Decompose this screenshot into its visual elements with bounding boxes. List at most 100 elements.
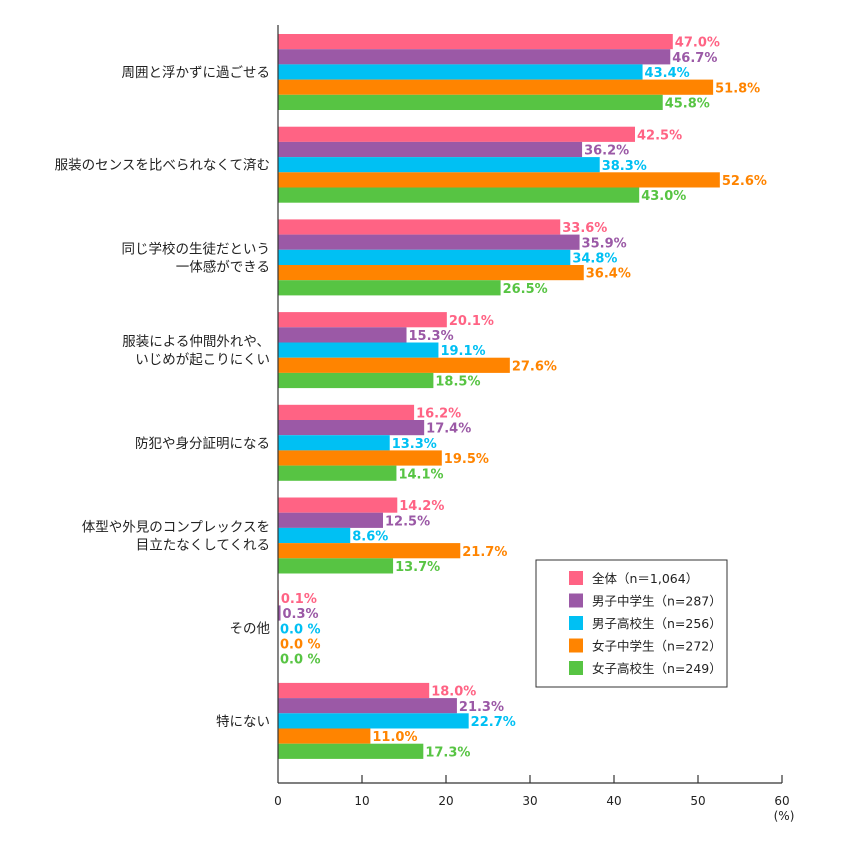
category-label: 一体感ができる — [176, 258, 270, 275]
legend-label: 男子中学生（n=287） — [592, 594, 722, 609]
bar — [278, 372, 434, 389]
value-label: 0.1% — [281, 592, 317, 607]
value-label: 14.2% — [399, 499, 444, 514]
value-label: 0.0 % — [280, 622, 321, 637]
value-label: 11.0% — [372, 730, 417, 745]
legend-swatch — [569, 638, 583, 653]
value-label: 43.4% — [645, 66, 690, 81]
bar — [278, 34, 673, 50]
x-tick-label: 50 — [690, 794, 705, 808]
bar — [278, 249, 571, 265]
category-label: その他 — [230, 621, 271, 637]
category-label: 服装のセンスを比べられなくて済む — [55, 158, 270, 174]
legend-swatch — [569, 616, 583, 630]
value-label: 22.7% — [471, 715, 516, 730]
legend-label: 全体（n＝1,064） — [592, 571, 698, 586]
value-label: 0.0 % — [280, 653, 321, 668]
category-label: いじめが起こりにくい — [135, 352, 270, 368]
legend-swatch — [569, 571, 583, 585]
value-label: 18.0% — [431, 685, 476, 700]
category-label: 防犯や身分証明になる — [135, 436, 270, 452]
bar — [278, 79, 714, 95]
x-tick-label: 20 — [438, 794, 453, 808]
bar — [278, 234, 580, 250]
bar — [278, 141, 583, 158]
x-tick-label: 40 — [606, 794, 621, 808]
value-label: 20.1% — [449, 314, 494, 329]
value-label: 33.6% — [562, 221, 607, 236]
value-label: 16.2% — [416, 407, 461, 422]
legend-label: 女子高校生（n=249） — [592, 661, 722, 676]
bar — [278, 558, 394, 574]
legend-swatch — [569, 661, 583, 675]
bar — [278, 280, 501, 296]
bar — [278, 713, 469, 729]
value-label: 17.3% — [425, 745, 470, 760]
category-label: 同じ学校の生徒だという — [122, 240, 271, 257]
value-label: 52.6% — [722, 174, 767, 189]
value-label: 0.3% — [283, 607, 319, 622]
bar — [278, 327, 407, 343]
bar — [278, 157, 600, 173]
bar — [278, 512, 383, 528]
value-label: 19.1% — [440, 344, 485, 359]
category-label: 周囲と浮かずに過ごせる — [122, 65, 271, 81]
bar — [278, 94, 663, 110]
bar — [278, 342, 439, 358]
bar — [278, 543, 461, 559]
bar — [278, 497, 398, 513]
value-label: 13.7% — [395, 560, 440, 575]
value-label: 27.6% — [512, 359, 557, 374]
value-label: 21.3% — [459, 700, 504, 715]
value-labels-layer: 47.0%46.7%43.4% 51.8% 45.8% 42.5% 36.2%38.3%… — [280, 36, 767, 761]
legend-box — [535, 559, 728, 688]
bar — [278, 312, 447, 328]
category-label: 体型や外見のコンプレックスを — [82, 520, 270, 536]
value-label: 19.5% — [444, 452, 489, 467]
bar — [278, 728, 371, 744]
value-label: 15.3% — [409, 329, 454, 344]
bar — [278, 219, 561, 235]
bar — [278, 404, 415, 420]
value-label: 12.5% — [385, 514, 430, 529]
x-tick-label: 0 — [274, 794, 282, 808]
category-label: 目立たなくしてくれる — [136, 538, 270, 554]
bar — [278, 435, 390, 451]
bar — [278, 743, 424, 759]
x-tick-label: 10 — [354, 794, 369, 808]
axes-layer: 0 10 20 30 40 50 60(%) — [274, 25, 794, 823]
x-tick-label: 60 — [774, 794, 789, 808]
value-label: 38.3% — [602, 159, 647, 174]
value-label: 42.5% — [637, 128, 682, 143]
value-label: 47.0% — [675, 36, 720, 51]
bar — [278, 420, 425, 436]
legend-label: 女子中学生（n=272） — [592, 639, 722, 654]
bar — [278, 450, 442, 466]
bar — [278, 49, 671, 65]
bar — [278, 605, 281, 621]
value-label: 43.0% — [641, 189, 686, 204]
bar — [278, 265, 584, 281]
category-labels-layer: 周囲と浮かずに過ごせる服装のセンスを比べられなくて済む同じ学校の生徒だという一体… — [55, 65, 270, 730]
value-label: 18.5% — [435, 375, 480, 390]
value-label: 45.8% — [665, 97, 710, 112]
bar — [278, 357, 510, 373]
legend-swatch — [569, 593, 583, 608]
value-label: 14.1% — [398, 467, 443, 482]
bar — [278, 465, 397, 481]
value-label: 26.5% — [503, 282, 548, 297]
value-label: 46.7% — [672, 51, 717, 66]
value-label: 51.8% — [715, 81, 760, 96]
value-label: 34.8% — [572, 252, 617, 267]
value-label: 8.6% — [352, 530, 388, 545]
value-label: 17.4% — [426, 422, 471, 437]
bar — [278, 172, 720, 188]
value-label: 21.7% — [462, 545, 507, 560]
bar — [278, 126, 635, 142]
bar — [278, 527, 351, 544]
bar — [278, 698, 457, 714]
value-label: 36.2% — [584, 144, 629, 159]
value-label: 13.3% — [392, 437, 437, 452]
x-tick-label: 30 — [522, 794, 537, 808]
